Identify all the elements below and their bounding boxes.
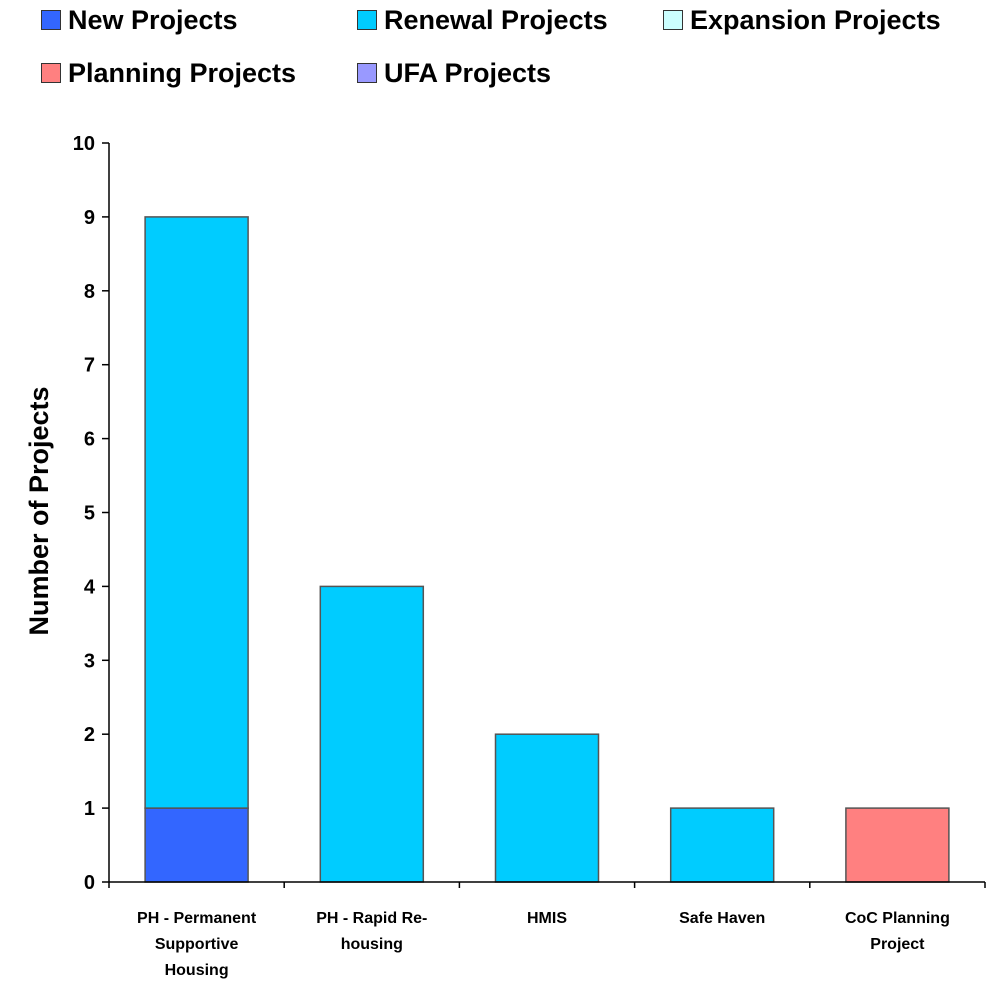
- legend-swatch-ufa: [357, 63, 377, 83]
- x-tick-label-4-1: Project: [870, 936, 925, 953]
- y-tick-label-3: 3: [84, 650, 95, 672]
- x-tick-label-1-1: housing: [341, 936, 403, 953]
- y-axis-title: Number of Projects: [24, 386, 54, 635]
- legend-swatch-expansion: [663, 10, 683, 30]
- legend-label-planning: Planning Projects: [68, 57, 297, 88]
- legend-swatch-planning: [41, 63, 61, 83]
- legend-item-expansion: Expansion Projects: [663, 2, 941, 38]
- y-tick-label-4: 4: [84, 576, 96, 598]
- y-tick-label-9: 9: [84, 207, 95, 229]
- legend-swatch-new: [41, 10, 61, 30]
- bar-new-0: [144, 807, 249, 883]
- x-tick-label-1-0: PH - Rapid Re-: [316, 910, 427, 927]
- y-tick-label-8: 8: [84, 281, 95, 303]
- y-tick-label-6: 6: [84, 429, 95, 451]
- bar-renewal-1: [319, 585, 425, 883]
- y-tick-label-0: 0: [84, 872, 95, 894]
- x-tick-label-2-0: HMIS: [527, 910, 567, 927]
- x-tick-label-0-2: Housing: [165, 962, 229, 979]
- y-tick-label-5: 5: [84, 503, 95, 525]
- legend-item-new: New Projects: [41, 2, 238, 38]
- x-tick-label-4-0: CoC Planning: [845, 910, 950, 927]
- y-tick-label-2: 2: [84, 724, 95, 746]
- bar-renewal-3: [669, 807, 775, 883]
- bar-renewal-0: [144, 216, 249, 809]
- chart-legend: New Projects Renewal Projects Expansion …: [0, 0, 995, 100]
- y-tick-label-1: 1: [84, 798, 95, 820]
- legend-item-renewal: Renewal Projects: [357, 2, 608, 38]
- legend-label-ufa: UFA Projects: [384, 57, 552, 88]
- legend-label-new: New Projects: [68, 4, 238, 35]
- y-tick-label-7: 7: [84, 355, 95, 377]
- legend-swatch-renewal: [357, 10, 377, 30]
- axes-group: PH - Permanent Supportive Housing PH - Rapi…: [73, 133, 986, 979]
- x-tick-label-0-0: PH - Permanent: [137, 910, 257, 927]
- x-tick-label-3-0: Safe Haven: [679, 910, 765, 927]
- legend-label-expansion: Expansion Projects: [690, 4, 941, 35]
- bar-planning-4: [845, 807, 950, 883]
- y-tick-label-10: 10: [73, 133, 95, 155]
- bar-renewal-2: [494, 733, 600, 883]
- legend-label-renewal: Renewal Projects: [384, 4, 608, 35]
- legend-item-ufa: UFA Projects: [357, 55, 551, 91]
- legend-item-planning: Planning Projects: [41, 55, 296, 91]
- bars-group: [144, 216, 950, 883]
- x-tick-label-0-1: Supportive: [155, 936, 239, 953]
